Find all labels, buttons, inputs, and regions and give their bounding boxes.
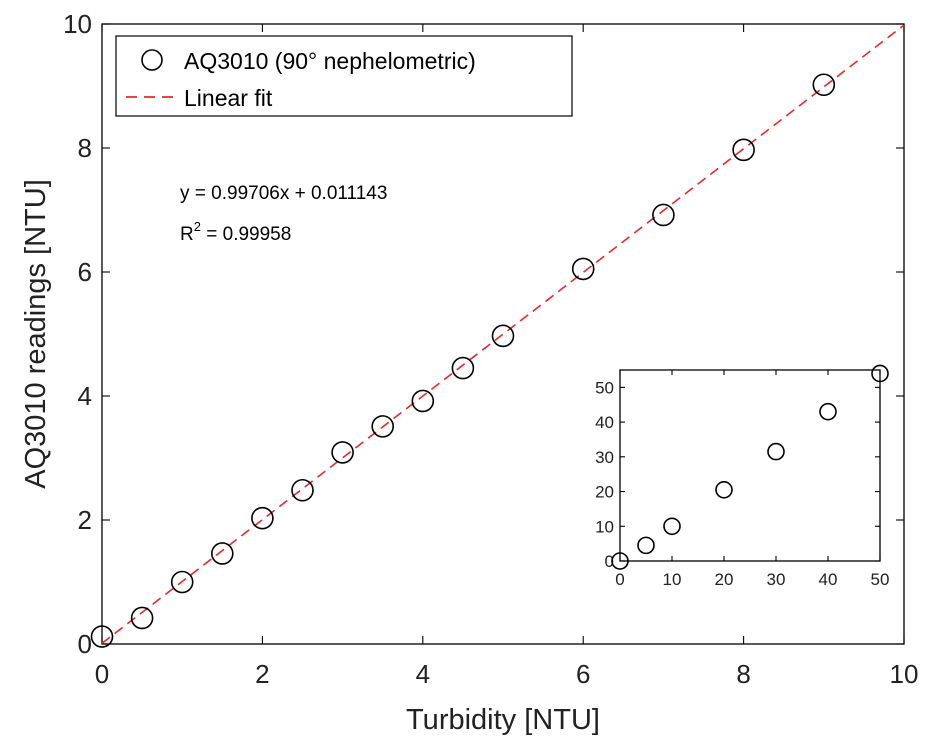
r-squared: R2 = 0.99958	[180, 219, 291, 245]
data-point	[732, 138, 755, 162]
data-point	[211, 542, 234, 565]
y-tick-label: 8	[78, 133, 92, 163]
inset-axis-ticks: 0 10 20 30 40 50 0 10 20 30 40 50	[595, 370, 889, 589]
y-tick-label: 4	[78, 381, 92, 411]
inset-data-point	[611, 552, 629, 570]
legend-marker-circle	[141, 49, 163, 71]
legend-label-measurements: AQ3010 (90° nephelometric)	[184, 48, 476, 74]
inset-data-points-layer	[611, 364, 889, 570]
data-point	[812, 73, 836, 97]
data-points-layer	[90, 73, 836, 648]
inset-plot: 0 10 20 30 40 50 0 10 20 30 40 50	[595, 364, 889, 589]
x-tick-label: 2	[255, 659, 269, 689]
inset-data-point	[637, 536, 655, 555]
inset-data-point	[767, 442, 785, 461]
inset-y-tick-label: 50	[595, 378, 614, 397]
data-point	[371, 415, 395, 438]
inset-data-point	[663, 517, 681, 536]
x-tick-label: 0	[95, 659, 109, 689]
data-point	[90, 625, 114, 648]
main-plot: 0 2 4 6 8 10 0 2 4 6 8 10	[63, 9, 918, 689]
y-tick-label: 0	[78, 629, 92, 659]
data-point	[251, 506, 274, 530]
y-tick-label: 6	[78, 257, 92, 287]
inset-data-point	[871, 364, 889, 383]
r-squared-symbol: R	[180, 224, 194, 245]
inset-data-point	[715, 481, 733, 499]
fit-line-layer	[101, 24, 905, 644]
data-point	[331, 441, 354, 464]
data-point	[291, 478, 314, 502]
legend-box	[115, 35, 573, 117]
x-axis-title: Turbidity [NTU]	[406, 704, 600, 736]
x-tick-label: 8	[736, 659, 750, 689]
r-squared-superscript: 2	[194, 219, 201, 234]
inset-y-tick-label: 40	[595, 413, 614, 432]
data-point	[170, 570, 194, 594]
fit-equation: y = 0.99706x + 0.011143	[180, 183, 387, 204]
linear-fit-line	[101, 24, 905, 644]
data-point	[571, 257, 595, 281]
data-point	[411, 389, 435, 413]
y-axis-title: AQ3010 readings [NTU]	[20, 179, 52, 488]
inset-y-tick-label: 10	[595, 517, 614, 536]
main-axis-ticks: 0 2 4 6 8 10 0 2 4 6 8 10	[63, 9, 918, 689]
legend-label-linear-fit: Linear fit	[184, 85, 273, 111]
inset-y-tick-label: 30	[595, 448, 614, 467]
inset-x-tick-label: 50	[871, 570, 890, 589]
x-tick-label: 6	[576, 659, 590, 689]
y-tick-label: 10	[63, 9, 92, 39]
inset-data-point	[819, 402, 837, 421]
data-point	[491, 324, 515, 348]
inset-x-tick-label: 20	[715, 570, 734, 589]
inset-plot-frame	[619, 369, 881, 562]
main-plot-frame	[101, 23, 905, 645]
y-tick-label: 2	[78, 505, 92, 535]
data-point	[451, 356, 475, 380]
inset-y-tick-label: 20	[595, 483, 614, 502]
x-tick-label: 4	[416, 659, 430, 689]
data-point	[130, 606, 154, 630]
inset-x-tick-label: 0	[615, 570, 624, 589]
r-squared-value: = 0.99958	[201, 224, 291, 245]
legend: AQ3010 (90° nephelometric) Linear fit	[115, 35, 573, 117]
inset-x-tick-label: 10	[663, 570, 682, 589]
inset-x-tick-label: 30	[767, 570, 786, 589]
inset-y-tick-label: 0	[605, 552, 614, 571]
inset-x-tick-label: 40	[819, 570, 838, 589]
x-tick-label: 10	[890, 659, 919, 689]
data-point	[652, 203, 675, 227]
